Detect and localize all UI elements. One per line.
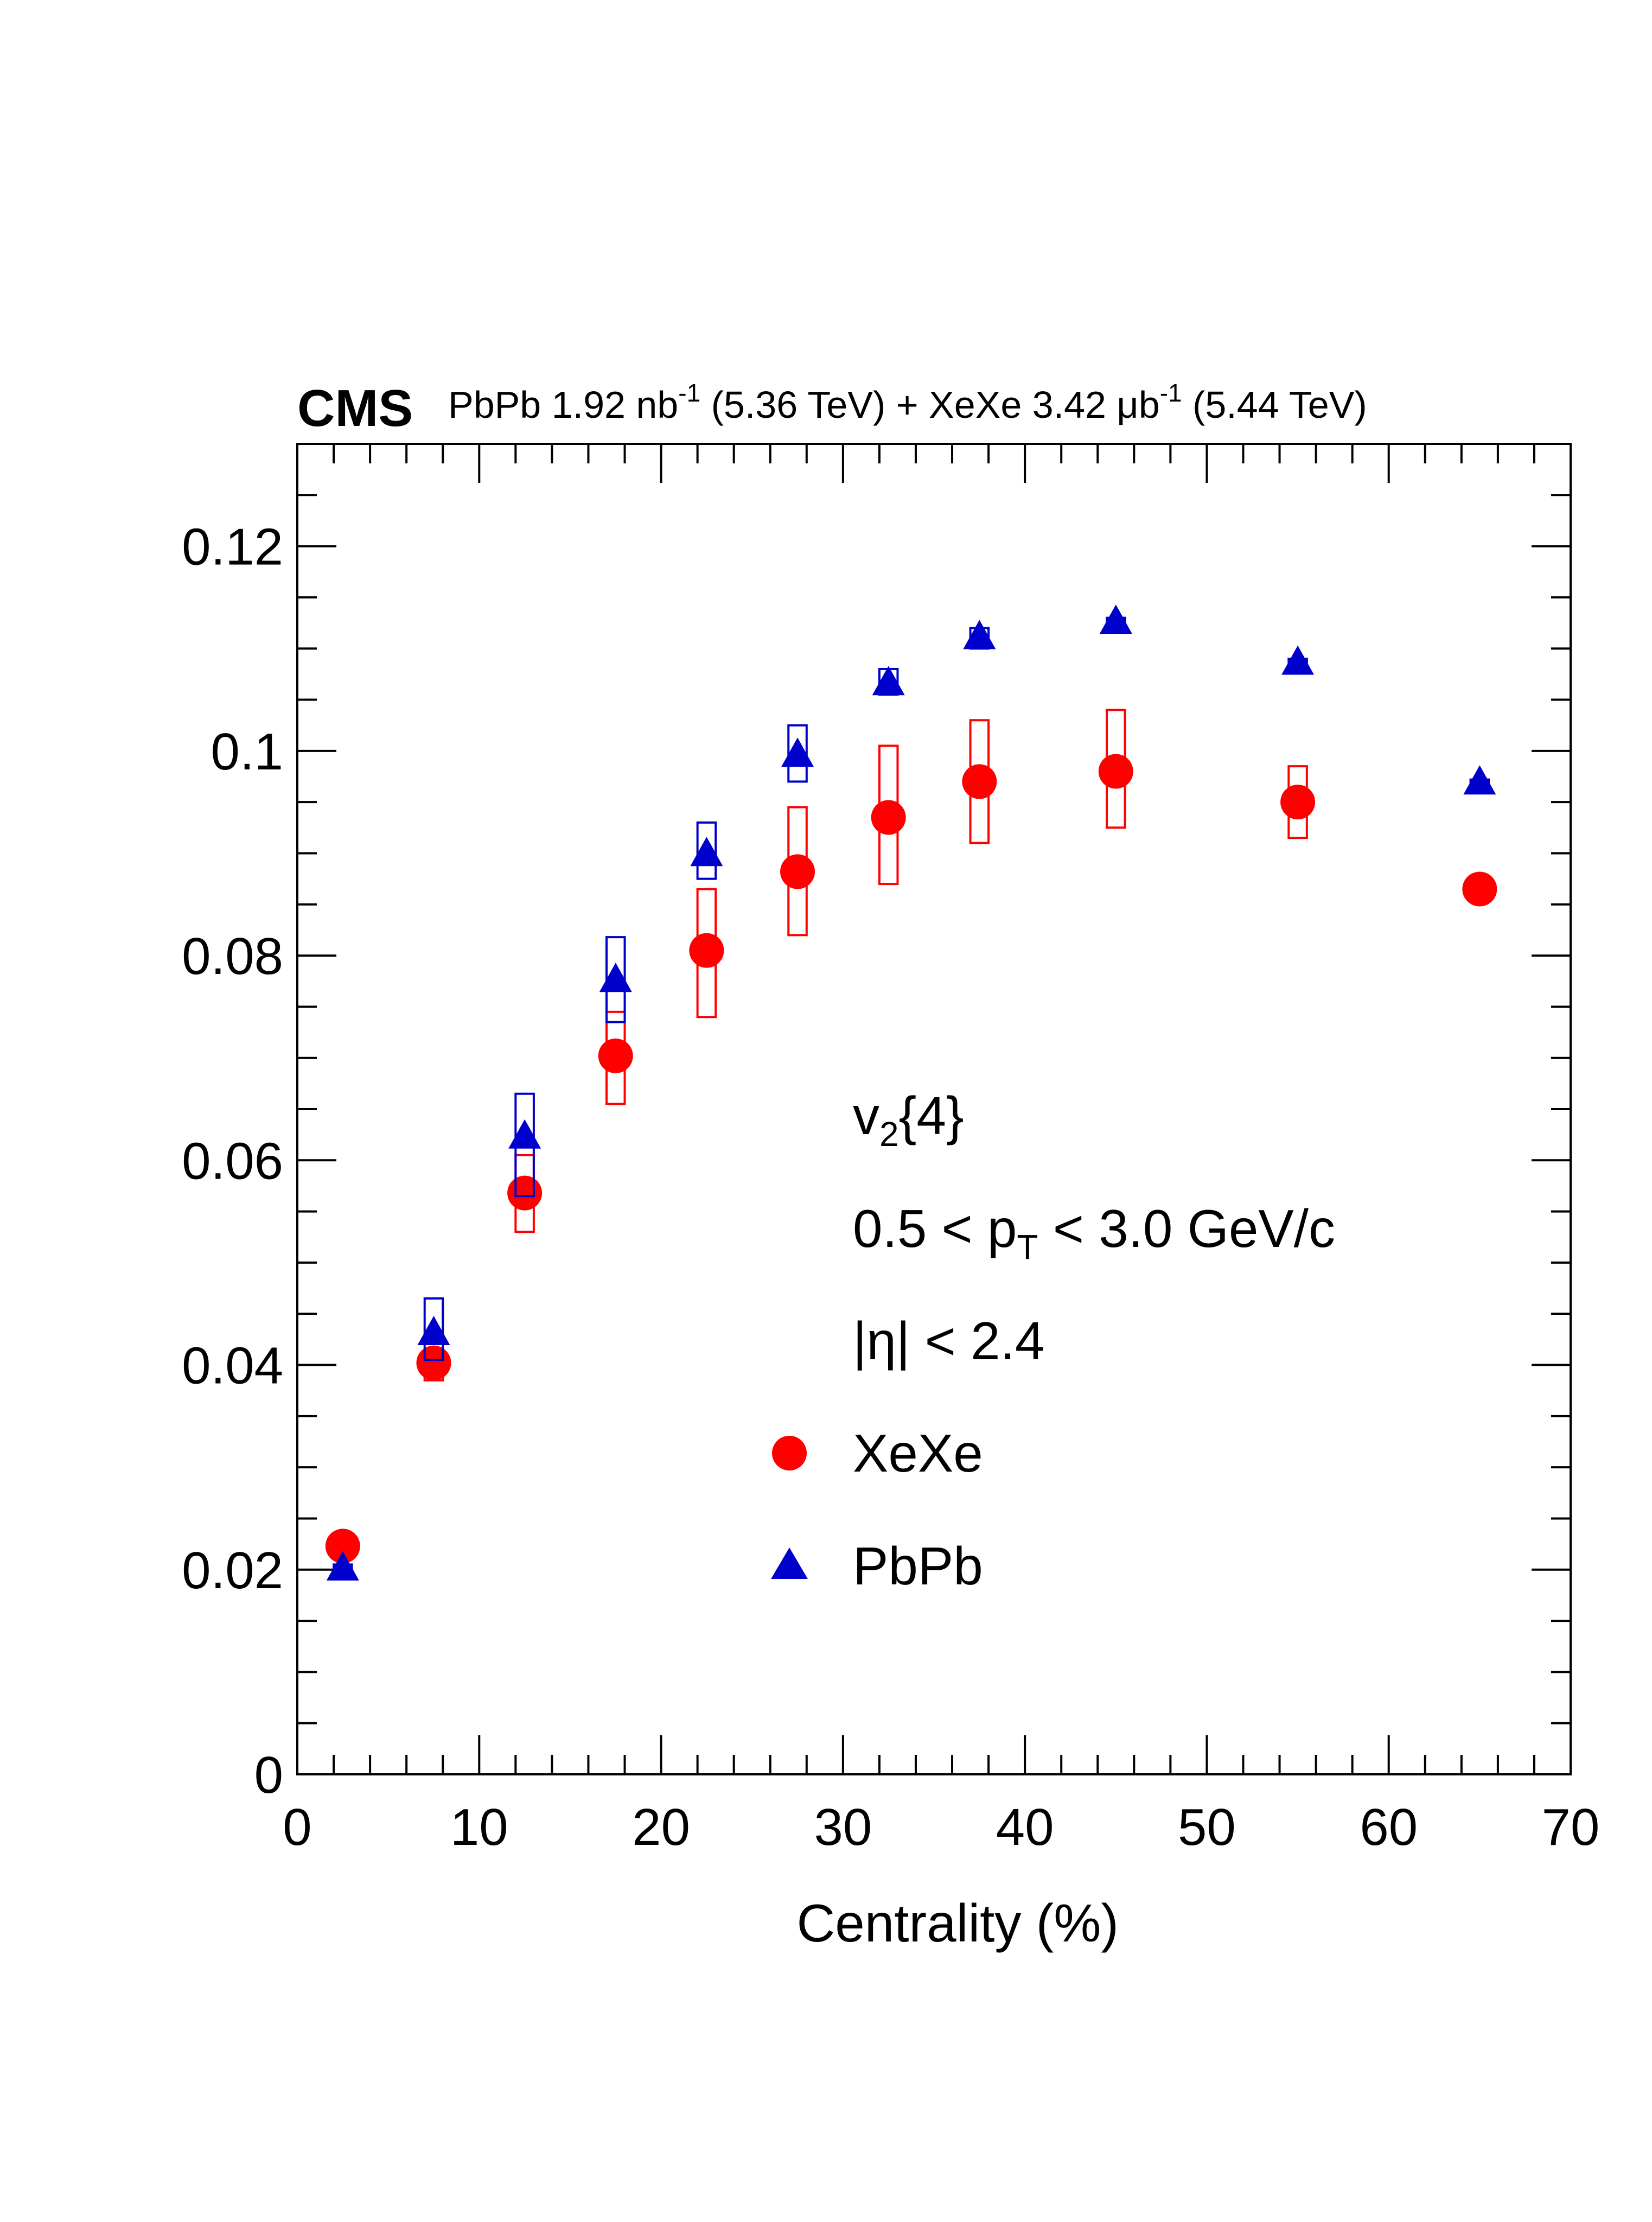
xexe-point — [871, 800, 906, 835]
observable-label: v2{4} — [853, 1086, 964, 1154]
pbpb-systematic-box — [696, 821, 717, 880]
legend-pbpb-label: PbPb — [853, 1536, 983, 1596]
xexe-point — [962, 764, 997, 799]
observable-rest: {4} — [899, 1086, 964, 1145]
pbpb-point — [1281, 645, 1315, 675]
pbpb-systematic-box — [423, 1297, 444, 1361]
lumi-part1: PbPb 1.92 nb — [448, 384, 678, 426]
legend-xexe-label: XeXe — [853, 1423, 983, 1483]
y-tick-label: 0.02 — [182, 1542, 283, 1600]
xexe-point — [416, 1345, 451, 1380]
x-tick-label: 50 — [1178, 1798, 1236, 1856]
x-tick-label: 60 — [1360, 1798, 1418, 1856]
x-axis: 0 10 20 30 40 50 60 70 — [283, 444, 1599, 1856]
experiment-label: CMS — [297, 379, 413, 437]
xexe-point — [1462, 871, 1497, 907]
legend-xexe-marker — [772, 1436, 807, 1470]
y-tick-label: 0 — [254, 1746, 283, 1804]
pbpb-point — [417, 1315, 450, 1345]
pt-cut-right: < 3.0 GeV/c — [1038, 1199, 1335, 1258]
y-tick-label: 0.04 — [182, 1337, 283, 1395]
pbpb-point — [963, 620, 996, 650]
pt-cut-sub: T — [1017, 1227, 1038, 1266]
y-tick-label: 0.12 — [182, 518, 283, 576]
y-tick-label: 0.1 — [211, 723, 283, 781]
pbpb-point — [690, 837, 723, 867]
pbpb-point — [508, 1119, 541, 1149]
x-tick-label: 30 — [814, 1798, 872, 1856]
pbpb-point — [781, 737, 814, 767]
luminosity-label: PbPb 1.92 nb-1 (5.36 TeV) + XeXe 3.42 μb… — [448, 379, 1367, 426]
y-tick-label: 0.06 — [182, 1132, 283, 1190]
pbpb-point — [1463, 765, 1496, 795]
pt-cut-left: 0.5 < p — [853, 1199, 1017, 1258]
pbpb-point — [1099, 604, 1132, 634]
pt-cut-label: 0.5 < pT < 3.0 GeV/c — [853, 1199, 1335, 1266]
observable-sub: 2 — [879, 1115, 899, 1154]
lumi-sup1: -1 — [678, 379, 700, 407]
xexe-point — [1098, 754, 1133, 789]
y-tick-label: 0.08 — [182, 927, 283, 985]
legend-pbpb-marker — [771, 1548, 808, 1579]
data-series — [325, 604, 1497, 1581]
observable-main: v — [853, 1086, 879, 1145]
xexe-point — [325, 1529, 360, 1564]
x-tick-label: 0 — [283, 1798, 311, 1856]
pbpb-point — [326, 1551, 359, 1581]
xexe-point — [689, 933, 724, 968]
series-xexe — [325, 709, 1497, 1564]
xexe-point — [780, 854, 815, 889]
xexe-point — [507, 1175, 543, 1211]
lumi-part2: (5.36 TeV) + XeXe 3.42 μb — [700, 384, 1160, 426]
x-tick-label: 70 — [1542, 1798, 1600, 1856]
xexe-point — [598, 1038, 633, 1073]
x-tick-label: 20 — [632, 1798, 690, 1856]
x-axis-title: Centrality (%) — [796, 1893, 1119, 1953]
xexe-point — [1280, 785, 1316, 820]
pbpb-systematic-box — [787, 724, 808, 783]
lumi-sup2: -1 — [1160, 379, 1182, 407]
x-tick-label: 40 — [996, 1798, 1054, 1856]
y-axis: 0 0.02 0.04 0.06 0.08 0.1 0.12 — [182, 443, 1571, 1804]
x-tick-label: 10 — [450, 1798, 508, 1856]
pbpb-point — [599, 963, 632, 992]
lumi-part3: (5.44 TeV) — [1182, 384, 1367, 426]
pbpb-point — [872, 666, 905, 696]
series-pbpb — [326, 604, 1496, 1581]
legend: v2{4} 0.5 < pT < 3.0 GeV/c |η| < 2.4 XeX… — [771, 1086, 1335, 1596]
eta-cut-label: |η| < 2.4 — [853, 1311, 1044, 1371]
